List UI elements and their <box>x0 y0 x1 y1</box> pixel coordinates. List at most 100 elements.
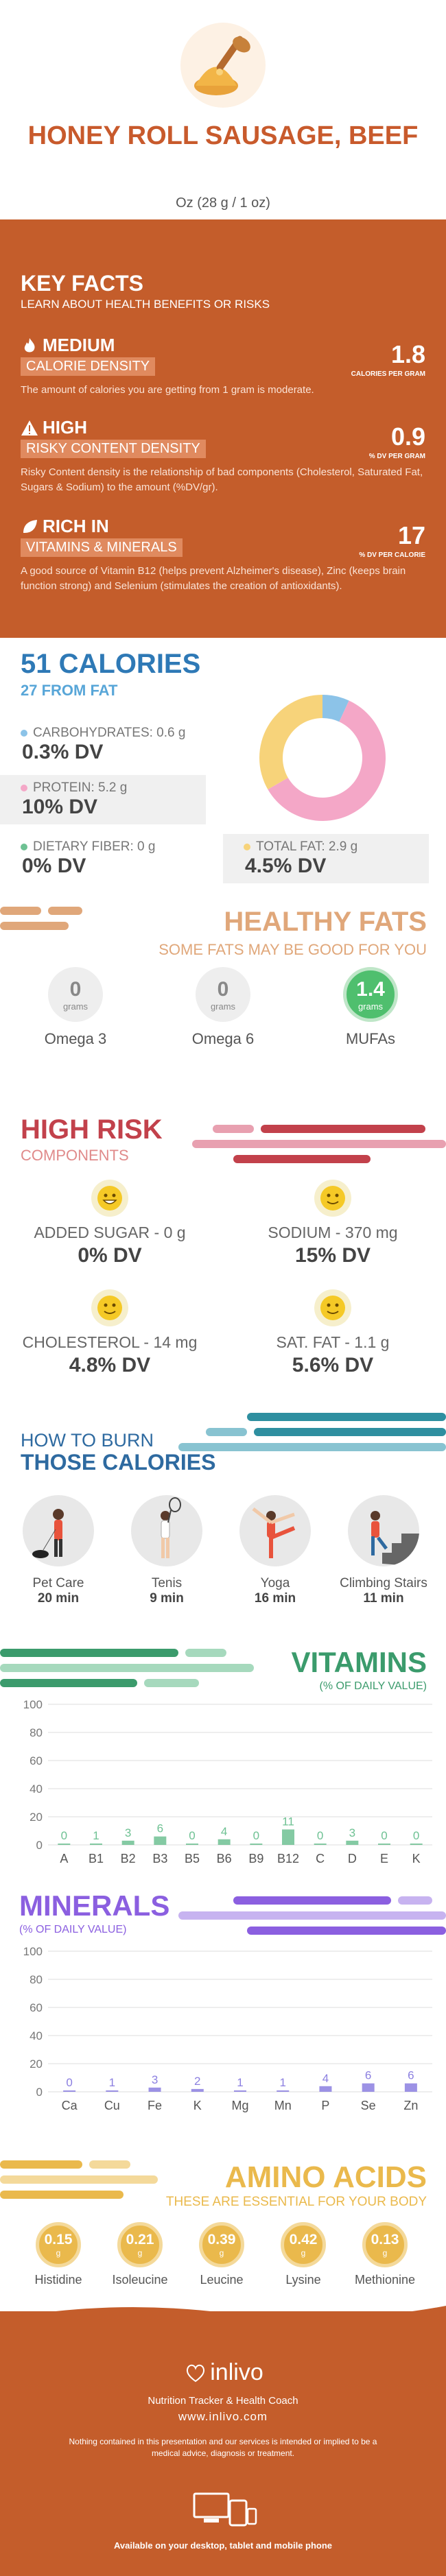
bar-se <box>362 2083 375 2092</box>
smile-icon <box>91 1289 128 1326</box>
bar-value-label: 6 <box>365 2069 371 2082</box>
fact-description: Risky Content density is the relationshi… <box>21 466 423 493</box>
fact-description: A good source of Vitamin B12 (helps prev… <box>21 565 406 592</box>
y-tick-label: 100 <box>23 1945 43 1958</box>
amino-value: 0.39 <box>207 2232 236 2247</box>
fact-value: 0.9 <box>390 422 425 451</box>
fat-omega6: 0 grams Omega 6 <box>172 967 274 1048</box>
fact-tag-secondary: RISKY CONTENT DENSITY <box>21 440 206 458</box>
smile-icon <box>314 1180 351 1217</box>
bar-ca <box>63 2090 76 2092</box>
x-tick-label: D <box>348 1852 357 1865</box>
risk-added-sugar: ADDED SUGAR - 0 g 0% DV <box>7 1180 213 1267</box>
x-tick-label: K <box>193 2099 202 2112</box>
bar-value-label: 11 <box>282 1815 294 1828</box>
flame-icon <box>24 337 35 352</box>
x-tick-label: Mn <box>274 2099 292 2112</box>
bar-value-label: 4 <box>322 2072 329 2085</box>
legend-dot <box>21 730 27 737</box>
high-risk-section: HIGH RISK COMPONENTS ADDED SUGAR - 0 g 0… <box>0 1104 446 1392</box>
risk-dv: 0% DV <box>78 1244 142 1267</box>
fact-tag-primary: MEDIUM <box>43 335 115 355</box>
amino-title: AMINO ACIDS <box>224 2160 427 2194</box>
amino-unit: g <box>56 2248 61 2258</box>
x-tick-label: Mg <box>231 2099 248 2112</box>
amino-item-isoleucine: 0.21 g Isoleucine <box>97 2222 183 2287</box>
decor-stripes <box>178 1896 446 1935</box>
bar-zn <box>404 2083 417 2092</box>
fact-description: The amount of calories you are getting f… <box>21 384 314 396</box>
bar-value-label: 0 <box>61 1829 67 1842</box>
legend-dot <box>21 785 27 791</box>
burn-title-line1: HOW TO BURN <box>21 1430 154 1451</box>
bar-b6 <box>218 1839 231 1845</box>
activity-time: 9 min <box>150 1591 184 1606</box>
amino-item-histidine: 0.15 g Histidine <box>16 2222 101 2287</box>
high-risk-subtitle: COMPONENTS <box>21 1147 129 1164</box>
fat-mufas: 1.4 grams MUFAs <box>319 967 422 1048</box>
donut-slice-carbohydrates <box>322 695 349 722</box>
high-risk-title: HIGH RISK <box>21 1114 163 1145</box>
nutrient-dv: 0% DV <box>22 855 86 877</box>
heart-icon <box>186 2364 205 2383</box>
fat-value: 0 <box>69 977 82 1001</box>
bar-value-label: 3 <box>349 1826 355 1839</box>
amino-badge: 0.21 g <box>117 2222 163 2267</box>
x-tick-label: B6 <box>217 1852 232 1865</box>
vitamins-subtitle: (% OF DAILY VALUE) <box>319 1680 427 1692</box>
y-tick-label: 40 <box>30 1782 43 1796</box>
x-tick-label: Cu <box>104 2099 120 2112</box>
nutrient-label: PROTEIN: 5.2 g <box>33 780 128 795</box>
y-tick-label: 20 <box>30 1811 43 1824</box>
fat-name: Omega 6 <box>191 1030 255 1047</box>
y-tick-label: 100 <box>23 1698 43 1711</box>
bar-fe <box>148 2087 161 2092</box>
bar-d <box>346 1840 359 1845</box>
devices-icon <box>193 2492 257 2527</box>
amino-name: Leucine <box>200 2273 244 2287</box>
activity-pet-care: Pet Care 20 min <box>7 1495 110 1606</box>
bar-b1 <box>90 1843 102 1845</box>
risk-dv: 15% DV <box>294 1244 371 1267</box>
calories-section: 51 CALORIES 27 FROM FAT CARBOHYDRATES: 0… <box>0 638 446 912</box>
amino-name: Methionine <box>354 2273 416 2287</box>
amino-item-leucine: 0.39 g Leucine <box>179 2222 264 2287</box>
activity-name: Yoga <box>260 1576 290 1590</box>
bar-value-label: 0 <box>189 1829 195 1842</box>
fact-value: 17 <box>397 521 425 549</box>
tennis-icon <box>131 1495 202 1566</box>
x-tick-label: Ca <box>62 2099 78 2112</box>
amino-name: Isoleucine <box>112 2273 168 2287</box>
amino-name: Histidine <box>34 2273 82 2287</box>
y-tick-label: 60 <box>30 1754 43 1767</box>
page-title: HONEY ROLL SAUSAGE, BEEF <box>27 121 419 150</box>
vitamins-bar-chart: 0 20 40 60 80 100 0 A 1 B1 3 B2 6 B3 0 B5 4 B6 0 B9 11 B12 0 C 3… <box>23 1698 432 1865</box>
fact-unit: % DV PER CALORIE <box>359 551 425 559</box>
amino-item-lysine: 0.42 g Lysine <box>261 2222 346 2287</box>
brand-name: inlivo <box>210 2359 263 2385</box>
activity-name: Pet Care <box>32 1576 84 1590</box>
fact-tag-secondary: CALORIE DENSITY <box>21 357 156 376</box>
bar-mg <box>234 2090 246 2092</box>
fact-unit: CALORIES PER GRAM <box>351 370 425 378</box>
disclaimer: Nothing contained in this presentation a… <box>69 2437 377 2458</box>
activity-tenis: Tenis 9 min <box>115 1495 218 1606</box>
donut-slice-protein <box>268 700 386 821</box>
bar-b5 <box>186 1844 198 1845</box>
vitamins-section: VITAMINS (% OF DAILY VALUE) 0 20 40 60 80 100… <box>0 1646 446 1872</box>
serving-size: Oz (28 g / 1 oz) <box>176 195 270 211</box>
activity-yoga: Yoga 16 min <box>224 1495 327 1606</box>
risk-label: SODIUM - 370 mg <box>268 1224 398 1241</box>
burn-title-line2: THOSE CALORIES <box>21 1450 216 1475</box>
amino-value: 0.42 <box>289 2232 318 2247</box>
y-tick-label: 20 <box>30 2058 43 2071</box>
x-tick-label: C <box>316 1852 325 1865</box>
activity-name: Tenis <box>151 1576 183 1590</box>
bar-value-label: 4 <box>221 1825 227 1838</box>
x-tick-label: B1 <box>89 1852 104 1865</box>
nutrient-label: CARBOHYDRATES: 0.6 g <box>33 726 186 740</box>
risk-label: SAT. FAT - 1.1 g <box>276 1333 390 1351</box>
bar-value-label: 3 <box>125 1826 131 1839</box>
y-tick-label: 80 <box>30 1973 43 1986</box>
brand-url[interactable]: www.inlivo.com <box>178 2410 268 2423</box>
